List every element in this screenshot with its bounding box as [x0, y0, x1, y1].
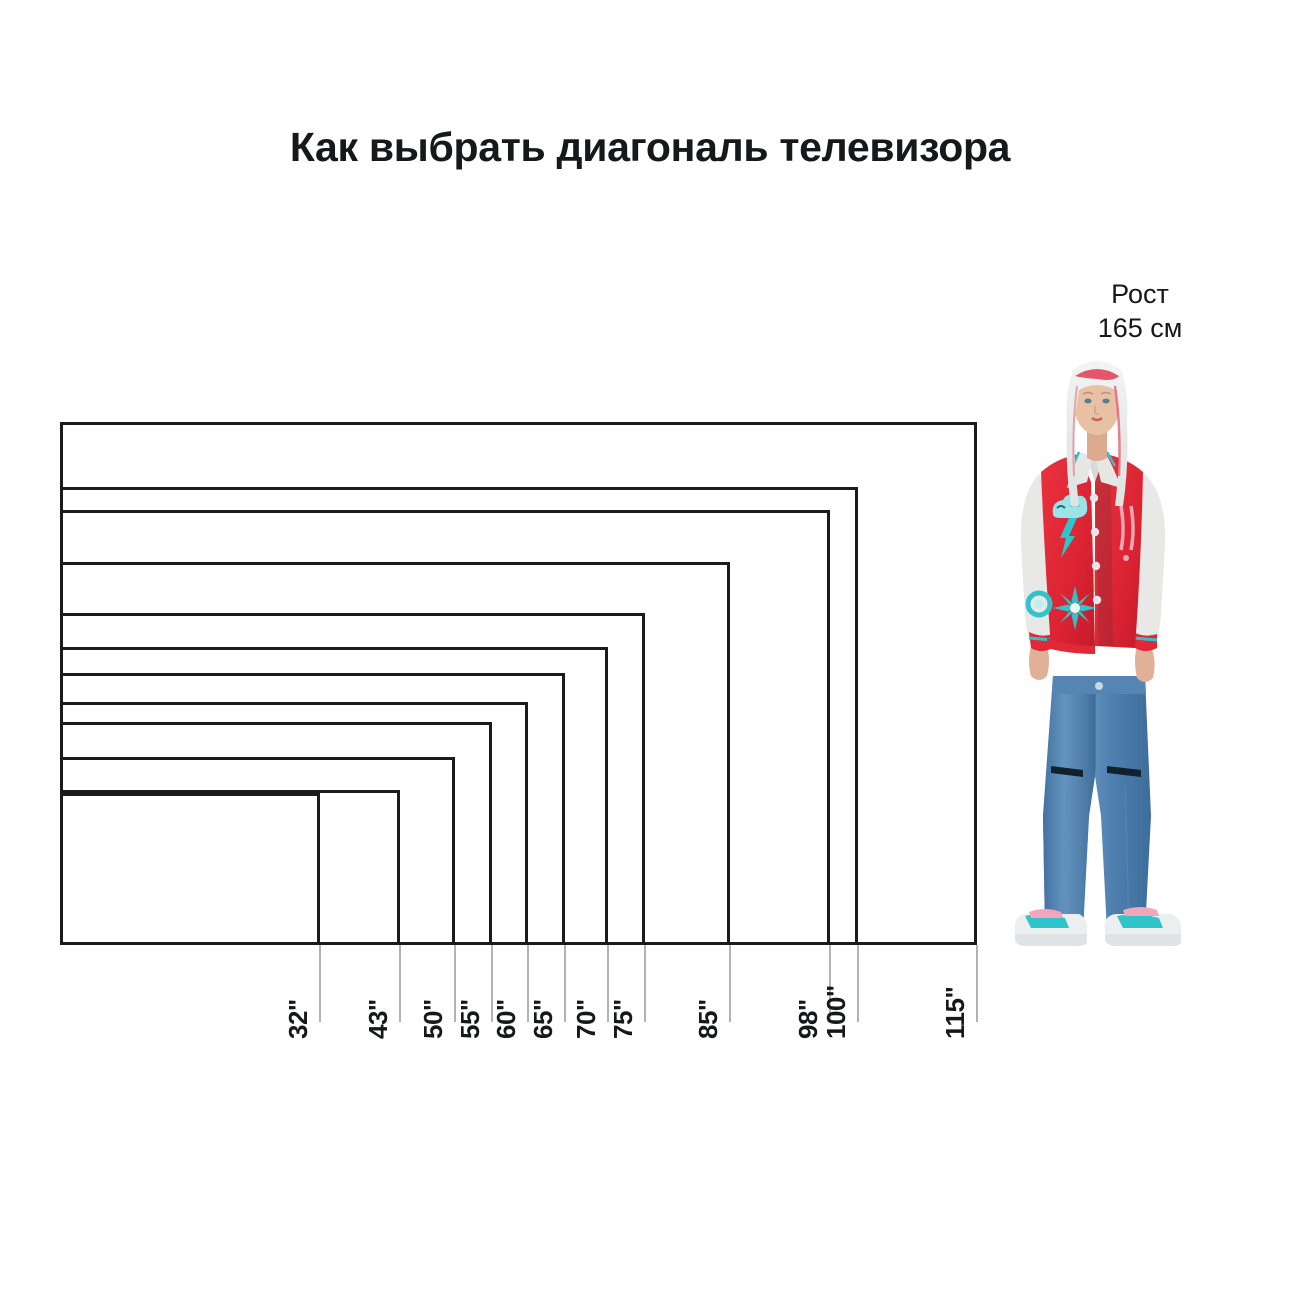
sneakers: [1015, 907, 1181, 946]
tick-label-50in: 50": [418, 999, 449, 1039]
person-height-caption: Рост 165 см: [1055, 278, 1225, 346]
guide-line-32in: [319, 945, 321, 1022]
guide-line-65in: [564, 945, 566, 1022]
guide-line-100in: [857, 945, 859, 1022]
tv-rect-32in: [60, 793, 320, 945]
guide-line-85in: [729, 945, 731, 1022]
tick-label-98in: 98": [793, 999, 824, 1039]
person-figure: [995, 346, 1210, 946]
person-caption-line1: Рост: [1055, 278, 1225, 312]
tick-label-55in: 55": [455, 999, 486, 1039]
guide-line-75in: [644, 945, 646, 1022]
tick-label-32in: 32": [283, 999, 314, 1039]
tick-label-70in: 70": [571, 999, 602, 1039]
infographic-canvas: Как выбрать диагональ телевизора 32"43"5…: [0, 0, 1300, 1300]
guide-line-43in: [399, 945, 401, 1022]
tick-label-100in: 100": [821, 985, 852, 1039]
tick-label-60in: 60": [491, 999, 522, 1039]
tick-label-85in: 85": [693, 999, 724, 1039]
tick-label-65in: 65": [528, 999, 559, 1039]
tick-label-115in: 115": [940, 987, 971, 1039]
tick-label-43in: 43": [363, 999, 394, 1039]
person-caption-line2: 165 см: [1055, 312, 1225, 346]
guide-line-115in: [976, 945, 978, 1022]
jeans: [1043, 676, 1151, 931]
tick-label-75in: 75": [608, 999, 639, 1039]
